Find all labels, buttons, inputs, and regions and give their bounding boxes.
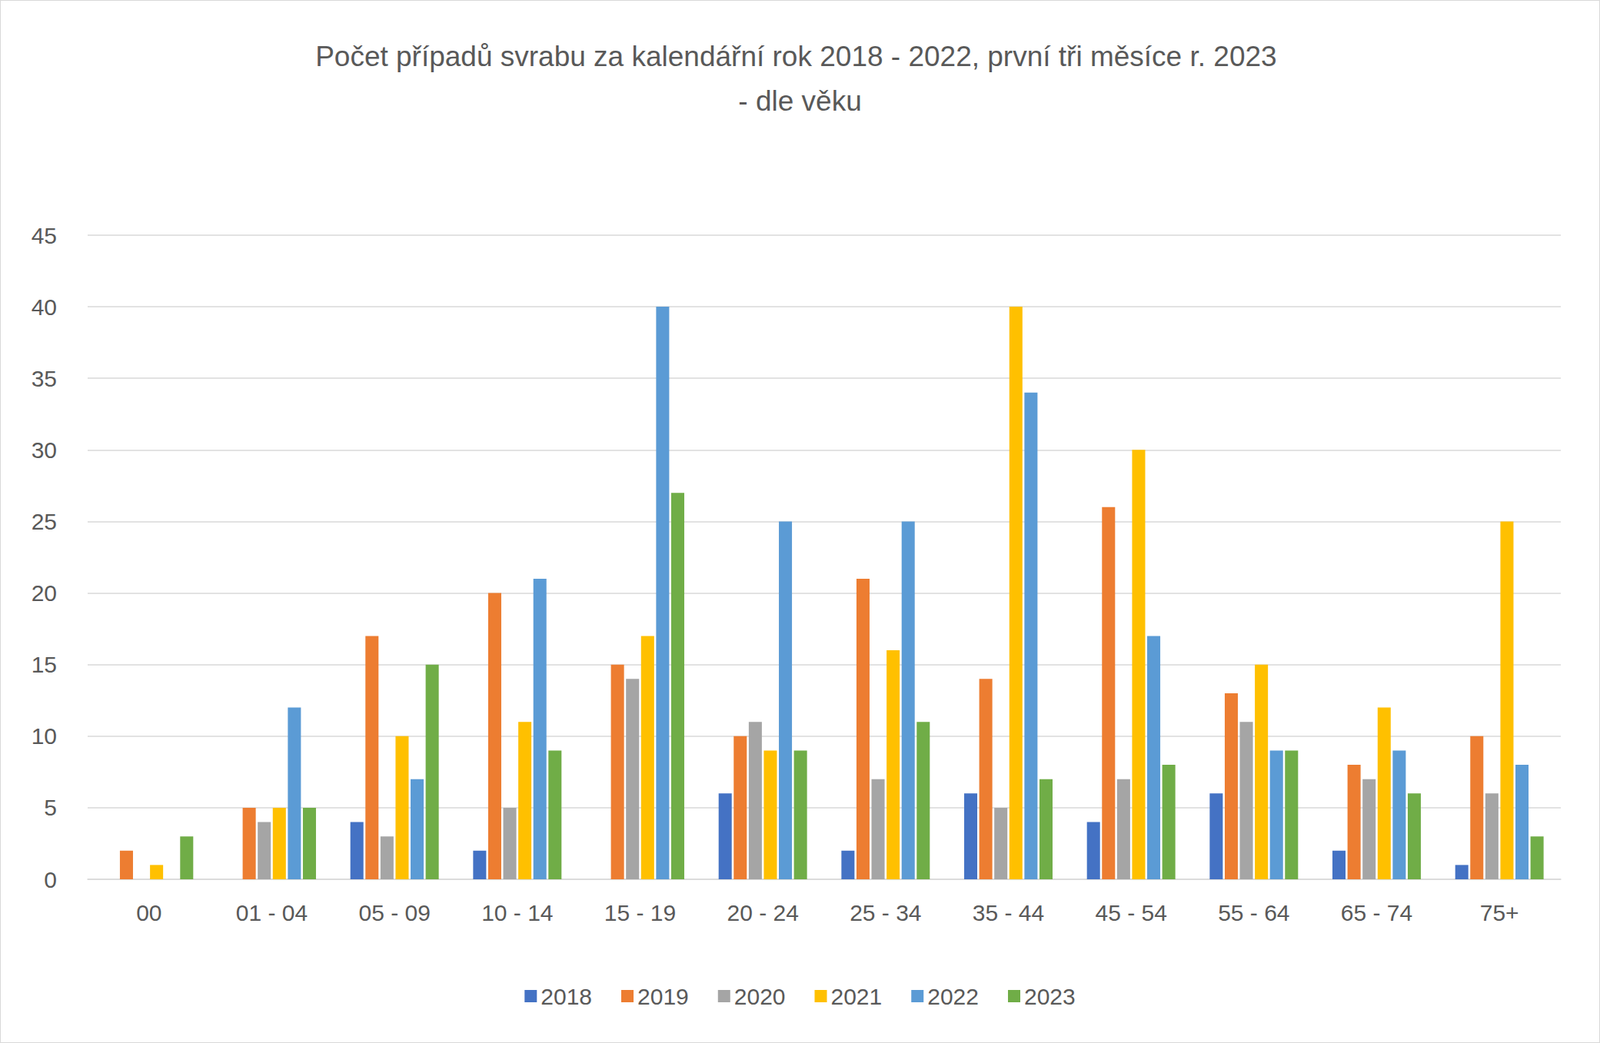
svg-text:40: 40 [31, 294, 57, 320]
svg-text:25: 25 [31, 508, 57, 535]
svg-text:35: 35 [31, 365, 57, 392]
svg-text:35 - 44: 35 - 44 [972, 900, 1045, 926]
svg-text:2022: 2022 [927, 984, 979, 1010]
svg-text:15 - 19: 15 - 19 [604, 900, 676, 926]
svg-text:2020: 2020 [734, 984, 786, 1010]
svg-text:00: 00 [136, 900, 162, 926]
svg-text:2019: 2019 [637, 984, 689, 1010]
svg-text:65 - 74: 65 - 74 [1340, 900, 1413, 926]
svg-text:10: 10 [31, 723, 57, 749]
svg-text:75+: 75+ [1480, 900, 1520, 926]
svg-text:15: 15 [31, 651, 57, 678]
svg-text:05 - 09: 05 - 09 [358, 900, 430, 926]
svg-text:45: 45 [31, 222, 57, 249]
svg-text:10 - 14: 10 - 14 [481, 900, 553, 926]
svg-text:20 - 24: 20 - 24 [726, 900, 799, 926]
svg-text:Počet případů svrabu za kalend: Počet případů svrabu za kalendářní rok 2… [315, 40, 1285, 73]
svg-text:45 - 54: 45 - 54 [1094, 900, 1167, 926]
svg-text:5: 5 [43, 795, 57, 821]
svg-text:2023: 2023 [1024, 984, 1076, 1010]
svg-text:0: 0 [43, 867, 57, 893]
svg-text:2018: 2018 [540, 984, 593, 1010]
svg-text:20: 20 [31, 580, 57, 606]
svg-text:55 - 64: 55 - 64 [1217, 900, 1290, 926]
svg-text:25 - 34: 25 - 34 [849, 900, 922, 926]
svg-text:30: 30 [31, 437, 57, 463]
svg-text:01 - 04: 01 - 04 [236, 900, 308, 926]
svg-text:- dle věku: - dle věku [738, 85, 862, 117]
svg-text:2021: 2021 [831, 984, 883, 1010]
